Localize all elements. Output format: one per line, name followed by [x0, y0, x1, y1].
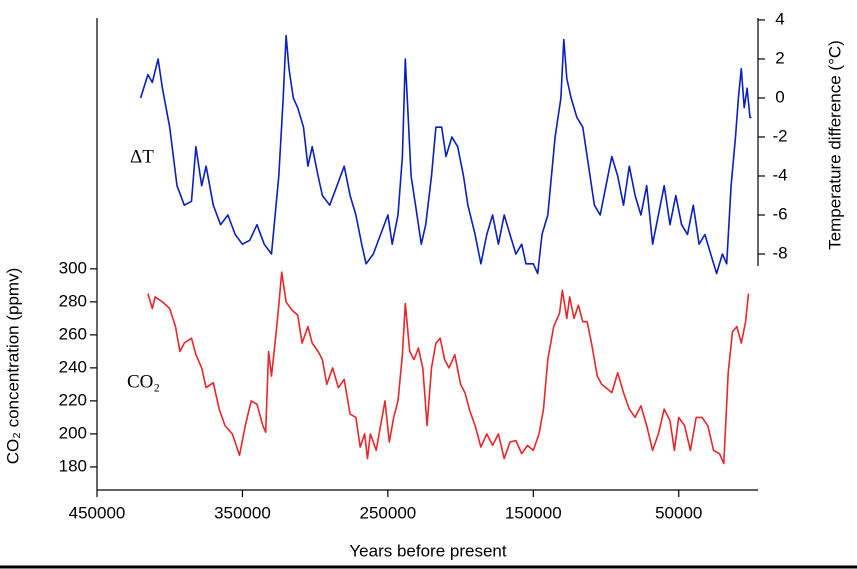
y-tick-label: 200	[59, 423, 87, 442]
y-tick-label: 220	[59, 390, 87, 409]
y2-tick-label: 0	[775, 87, 784, 106]
y-tick-label: 240	[59, 357, 87, 376]
data-line	[139, 34, 752, 275]
annotation: CO₂	[127, 371, 160, 392]
y-tick-label: 300	[59, 258, 87, 277]
x-axis-label: Years before present	[349, 541, 506, 560]
x-tick-label: 250000	[360, 503, 417, 522]
annotation: ΔT	[130, 146, 154, 167]
y2-tick-label: 2	[775, 48, 784, 67]
y-tick-label: 280	[59, 291, 87, 310]
data-line	[147, 271, 750, 465]
y2-tick-label: -2	[772, 126, 787, 145]
y2-tick-label: 4	[775, 9, 784, 28]
y-axis-label: CO₂ concentration (ppmv)	[3, 268, 22, 465]
y-tick-label: 180	[59, 456, 87, 475]
x-tick-label: 50000	[655, 503, 702, 522]
y2-axis-label: Temperature difference (°C)	[825, 40, 844, 250]
x-tick-label: 350000	[214, 503, 271, 522]
y2-tick-label: -6	[772, 204, 787, 223]
y-tick-label: 260	[59, 324, 87, 343]
x-tick-label: 150000	[505, 503, 562, 522]
y2-tick-label: -8	[772, 243, 787, 262]
x-tick-label: 450000	[69, 503, 126, 522]
y2-tick-label: -4	[772, 165, 787, 184]
